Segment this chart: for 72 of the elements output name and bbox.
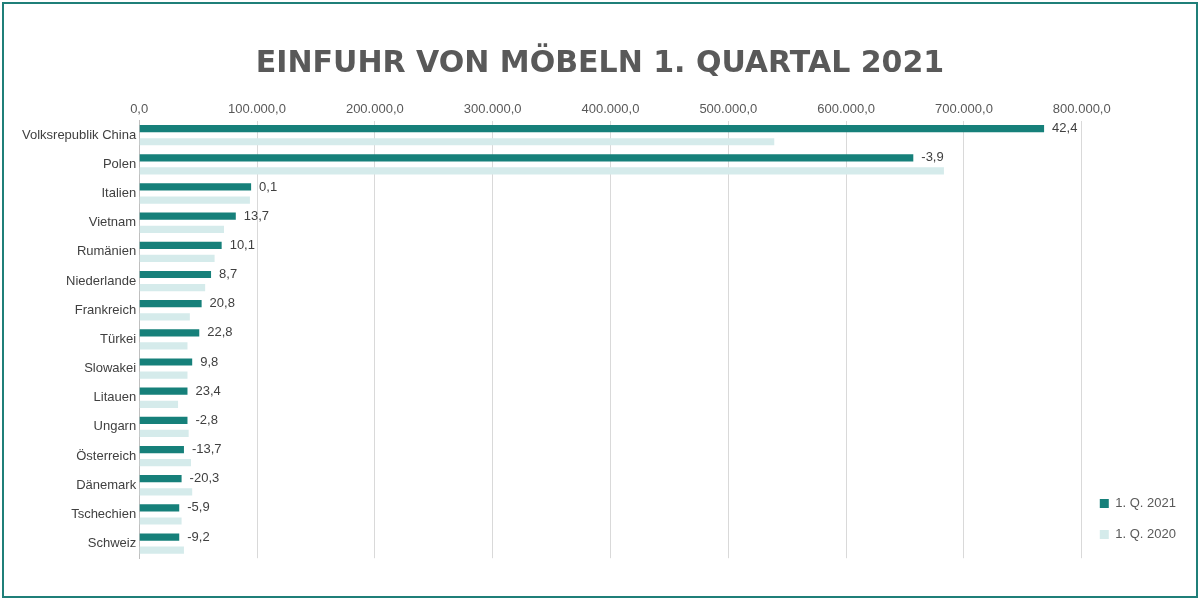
annotation: -9,2 — [187, 528, 210, 544]
y-tick-label: Rumänien — [76, 243, 137, 259]
bar — [139, 533, 180, 541]
bar — [139, 416, 188, 424]
x-tick-label: 300.000,0 — [463, 101, 522, 117]
annotation: 23,4 — [195, 382, 221, 398]
bar — [139, 154, 914, 162]
annotation: 13,7 — [243, 207, 270, 223]
bar — [139, 138, 775, 146]
annotation: 8,7 — [219, 266, 238, 282]
annotation: 0,1 — [259, 178, 278, 194]
annotation: -2,8 — [195, 411, 218, 427]
y-tick-label: Dänemark — [76, 476, 137, 492]
y-tick-label: Schweiz — [87, 535, 137, 551]
bar — [139, 329, 200, 337]
y-tick-label: Österreich — [76, 447, 137, 463]
x-tick-label: 200.000,0 — [345, 101, 404, 117]
bar — [139, 475, 182, 483]
y-tick-label: Türkei — [100, 330, 137, 346]
bar — [139, 342, 188, 350]
bar — [139, 167, 944, 175]
bar — [139, 284, 206, 292]
y-tick-label: Polen — [102, 155, 137, 171]
y-tick-label: Niederlande — [66, 272, 137, 288]
y-tick-label: Frankreich — [74, 301, 137, 317]
annotation: 9,8 — [200, 353, 219, 369]
x-tick-label: 500.000,0 — [699, 101, 758, 117]
bar — [139, 429, 189, 438]
bar — [139, 225, 225, 233]
bar — [139, 196, 250, 204]
bar — [139, 183, 252, 191]
bar — [139, 358, 193, 366]
bar — [139, 212, 236, 220]
legend-label: 1. Q. 2020 — [1115, 526, 1177, 542]
y-tick-label: Slowakei — [84, 360, 137, 376]
y-tick-label: Ungarn — [93, 418, 137, 434]
bar — [139, 254, 215, 263]
bar — [139, 241, 222, 249]
x-tick-label: 400.000,0 — [581, 101, 640, 117]
bar — [139, 400, 179, 408]
y-tick-label: Litauen — [93, 389, 137, 405]
x-tick-label: 100.000,0 — [228, 101, 286, 117]
bar — [139, 371, 188, 379]
legend-label: 1. Q. 2021 — [1115, 495, 1177, 511]
annotation: 42,4 — [1052, 120, 1078, 136]
bar — [139, 459, 192, 467]
bar — [139, 546, 184, 554]
x-tick-label: 0,0 — [130, 101, 149, 117]
x-tick-label: 800.000,0 — [1052, 101, 1111, 117]
annotation: -13,7 — [191, 441, 222, 457]
annotation: 20,8 — [209, 295, 235, 311]
bar — [139, 125, 1045, 133]
bar — [139, 488, 193, 496]
annotation: -5,9 — [187, 499, 210, 515]
bar — [139, 300, 202, 308]
bar — [139, 270, 212, 279]
bar — [139, 313, 190, 321]
annotation: -3,9 — [921, 149, 944, 165]
chart-title: EINFUHR VON MÖBELN 1. QUARTAL 2021 — [254, 44, 946, 79]
y-tick-label: Tschechien — [71, 506, 137, 522]
bar — [139, 387, 188, 395]
bar — [139, 504, 180, 512]
annotation: -20,3 — [189, 470, 220, 486]
y-tick-label: Italien — [101, 185, 137, 201]
annotation: 22,8 — [207, 324, 233, 340]
y-tick-label: Vietnam — [88, 214, 137, 230]
bar — [139, 517, 182, 525]
annotation: 10,1 — [229, 236, 255, 252]
y-tick-label: Volksrepublik China — [21, 126, 137, 142]
x-tick-label: 600.000,0 — [817, 101, 876, 117]
x-tick-label: 700.000,0 — [935, 101, 993, 117]
bar — [139, 445, 184, 454]
